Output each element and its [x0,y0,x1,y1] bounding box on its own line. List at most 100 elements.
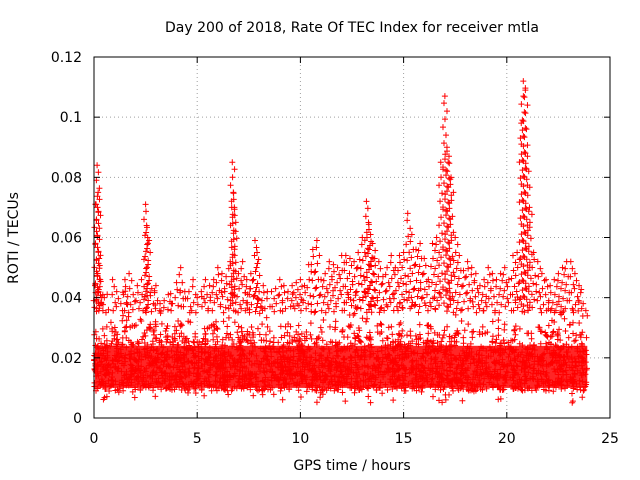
data-point-column [501,287,508,294]
data-point-column [95,249,102,256]
data-point-column [421,286,428,293]
data-point [293,279,300,286]
data-point-column [204,291,211,298]
data-point-column [504,283,511,290]
data-point [117,300,124,307]
data-point-column [229,300,236,307]
data-point-column [405,233,412,240]
data-point-column [522,240,529,247]
data-point-column [92,201,99,208]
data-point-column [450,269,457,276]
data-point-column [422,302,429,309]
data-point-column [247,285,254,292]
data-point-column [314,260,321,267]
data-point-column [435,273,442,280]
data-point [229,159,236,166]
data-point-column [141,283,148,290]
data-point-column [512,299,519,306]
data-point-column [232,219,239,226]
data-point-column [188,307,195,314]
data-point-column [281,289,288,296]
data-point-column [433,281,440,288]
data-point-column [445,159,452,166]
data-point-column [372,247,379,254]
data-point [421,255,428,262]
data-point [134,282,141,289]
data-point-column [254,295,261,302]
data-point-column [308,301,315,308]
data-point [223,273,230,280]
data-point [547,282,554,289]
data-point-column [404,257,411,264]
data-point-column [300,297,307,304]
data-point [576,282,583,289]
data-point-column [351,273,358,280]
data-point-column [469,287,476,294]
data-point-column [462,274,469,281]
data-point-column [388,275,395,282]
data-point-column [319,283,326,290]
data-point [530,249,537,256]
data-point [355,249,362,256]
data-point-column [278,283,285,290]
data-point-column [412,261,419,268]
scatter-points [90,78,591,319]
data-point-column [553,283,560,290]
data-point-column [432,247,439,254]
data-point-column [489,277,496,284]
data-point [584,312,591,319]
data-point [346,255,353,262]
data-point-column [219,293,226,300]
data-point-column [230,267,237,274]
data-point-column [407,278,414,285]
data-point-column [378,281,385,288]
data-point-column [255,296,262,303]
data-point-column [524,307,531,314]
data-point-column [324,301,331,308]
data-point-column [540,301,547,308]
data-point-column [369,254,376,261]
data-point-column [582,307,589,314]
data-point-column [436,182,443,189]
data-point-column [522,160,529,167]
data-point-column [467,295,474,302]
data-point-column [93,228,100,235]
data-point [580,300,587,307]
data-point-column [415,309,422,316]
data-point-column [220,309,227,316]
data-point-column [428,303,435,310]
data-point-column [223,280,230,287]
data-point-column [526,259,533,266]
data-point-column [156,307,163,314]
data-point-column [404,217,411,224]
data-point-column [271,295,278,302]
data-point-column [399,291,406,298]
data-point-column [372,287,379,294]
data-point-column [494,299,501,306]
data-point-column [312,308,319,315]
data-point-column [562,265,569,272]
data-point-column [253,284,260,291]
data-point-column [121,307,128,314]
data-point-column [414,253,421,260]
data-point-column [284,295,291,302]
data-point-column [575,297,582,304]
data-point-column [548,305,555,312]
data-point-column [512,272,519,279]
data-point-column [452,249,459,256]
data-point-column [440,180,447,187]
data-point-column [342,283,349,290]
data-point [375,258,382,265]
data-point-column [516,256,523,263]
data-point [384,264,391,271]
data-point-column [527,235,534,242]
data-point-column [334,279,341,286]
data-point-column [446,285,453,292]
data-point-column [438,214,445,221]
data-point-column [387,259,394,266]
data-point-column [313,244,320,251]
data-point-column [216,287,223,294]
data-point-column [398,275,405,282]
y-tick-label: 0 [73,411,82,427]
data-point-column [440,140,447,147]
